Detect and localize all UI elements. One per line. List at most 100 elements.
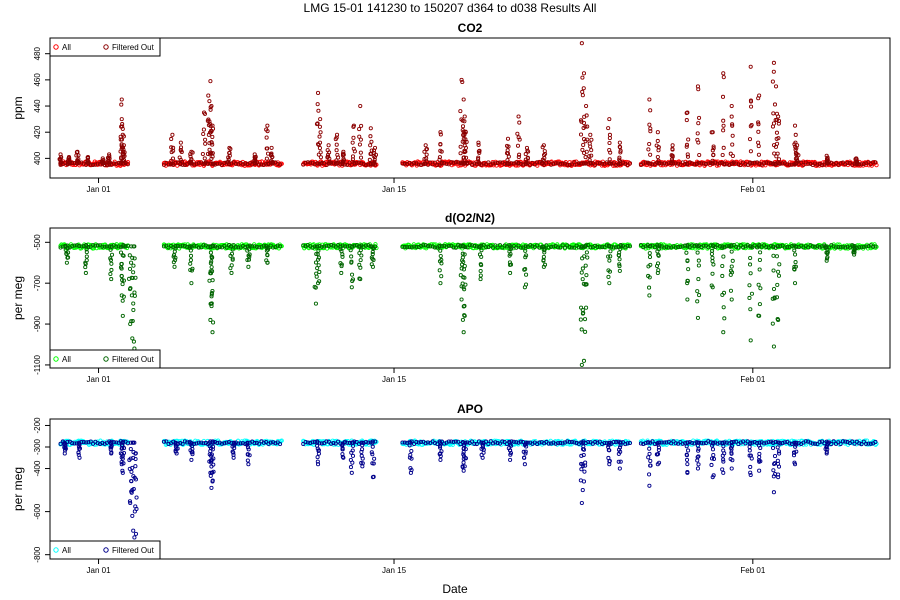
filtered-point-apo [627,440,633,446]
filtered-point-apo [192,441,197,446]
filtered-point-co2 [418,162,424,167]
filtered-point-co2 [607,132,612,137]
filtered-point-d-o2-n2 [357,244,362,249]
filtered-peak-point-d-o2-n2 [120,313,125,318]
filtered-point-co2 [551,161,556,166]
filtered-point-d-o2-n2 [838,245,843,250]
filtered-point-d-o2-n2 [647,275,652,280]
filtered-point-co2 [476,155,481,160]
filtered-point-co2 [439,161,444,166]
filtered-point-co2 [696,121,701,126]
filtered-peak-point-d-o2-n2 [771,344,776,349]
filtered-peak-point-d-o2-n2 [459,297,464,302]
filtered-point-apo [747,448,752,453]
filtered-point-apo [748,440,753,445]
filtered-point-co2 [775,151,780,156]
x-axis-label: Date [442,582,468,596]
filtered-peak-point-d-o2-n2 [522,285,527,290]
filtered-point-d-o2-n2 [349,272,355,277]
filtered-point-d-o2-n2 [685,278,690,283]
filtered-point-apo [129,469,134,474]
filtered-point-co2 [203,141,208,146]
filtered-point-co2 [606,126,611,131]
filtered-point-d-o2-n2 [453,245,458,250]
filtered-point-co2 [463,145,468,150]
filtered-point-d-o2-n2 [209,301,214,306]
filtered-peak-point-co2 [58,152,63,157]
filtered-point-apo [794,442,799,447]
filtered-point-co2 [177,155,182,160]
filtered-peak-point-d-o2-n2 [647,293,652,298]
filtered-point-apo [308,440,313,446]
filtered-point-apo [88,439,93,444]
filtered-point-apo [326,439,331,444]
filtered-point-apo [701,441,706,446]
filtered-point-apo [775,445,780,450]
filtered-peak-point-d-o2-n2 [229,270,234,276]
filtered-point-apo [606,448,611,453]
filtered-point-apo [721,459,726,464]
filtered-point-co2 [196,161,201,166]
filtered-point-co2 [400,161,405,166]
filtered-point-d-o2-n2 [246,257,252,262]
filtered-peak-point-apo [360,464,365,469]
filtered-point-apo [470,439,475,444]
filtered-point-co2 [446,162,451,167]
filtered-point-co2 [600,161,605,166]
filtered-point-d-o2-n2 [208,261,213,266]
filtered-point-d-o2-n2 [490,245,496,250]
filtered-point-d-o2-n2 [696,263,701,268]
filtered-point-apo [580,440,586,445]
filtered-point-d-o2-n2 [823,244,828,249]
filtered-point-d-o2-n2 [569,245,574,250]
filtered-point-apo [523,449,528,454]
filtered-point-apo [777,451,782,456]
filtered-point-apo [133,456,138,462]
filtered-point-co2 [462,119,467,124]
filtered-point-co2 [201,127,206,132]
filtered-point-d-o2-n2 [824,256,830,261]
filtered-point-d-o2-n2 [555,245,561,250]
filtered-point-apo [748,470,753,475]
filtered-point-d-o2-n2 [747,283,752,288]
x-tick-label-d-o2-n2: Feb 01 [740,375,765,384]
filtered-peak-point-co2 [771,60,776,65]
filtered-peak-point-co2 [776,114,781,119]
filtered-point-co2 [662,161,667,166]
filtered-point-co2 [555,161,561,166]
filtered-point-apo [409,456,414,461]
filtered-point-d-o2-n2 [172,249,177,254]
filtered-point-d-o2-n2 [770,296,775,301]
filtered-point-apo [734,439,739,444]
filtered-point-co2 [695,161,700,166]
filtered-point-d-o2-n2 [188,258,193,263]
filtered-point-d-o2-n2 [701,243,706,248]
filtered-point-co2 [787,162,792,167]
filtered-point-d-o2-n2 [478,273,483,278]
filtered-point-d-o2-n2 [710,255,715,260]
filtered-point-co2 [114,161,119,166]
filtered-point-d-o2-n2 [774,254,779,259]
filtered-peak-point-d-o2-n2 [607,281,612,286]
filtered-peak-point-apo [408,470,413,475]
filtered-point-co2 [774,130,779,135]
filtered-point-d-o2-n2 [748,255,753,261]
filtered-point-apo [776,461,781,466]
filtered-point-co2 [701,161,706,166]
filtered-point-d-o2-n2 [678,244,683,249]
filtered-point-d-o2-n2 [758,286,763,291]
filtered-point-co2 [543,151,548,156]
filtered-peak-point-apo [462,464,467,469]
filtered-point-apo [859,442,864,447]
filtered-point-co2 [569,162,574,167]
filtered-point-co2 [729,114,734,119]
filtered-point-co2 [873,160,878,165]
filtered-point-co2 [655,154,660,160]
filtered-point-co2 [771,111,776,116]
filtered-peak-point-apo [721,470,726,475]
filtered-point-apo [261,440,266,445]
filtered-point-co2 [194,161,199,166]
filtered-point-apo [315,459,320,464]
filtered-point-d-o2-n2 [606,254,611,259]
filtered-point-apo [438,454,443,459]
